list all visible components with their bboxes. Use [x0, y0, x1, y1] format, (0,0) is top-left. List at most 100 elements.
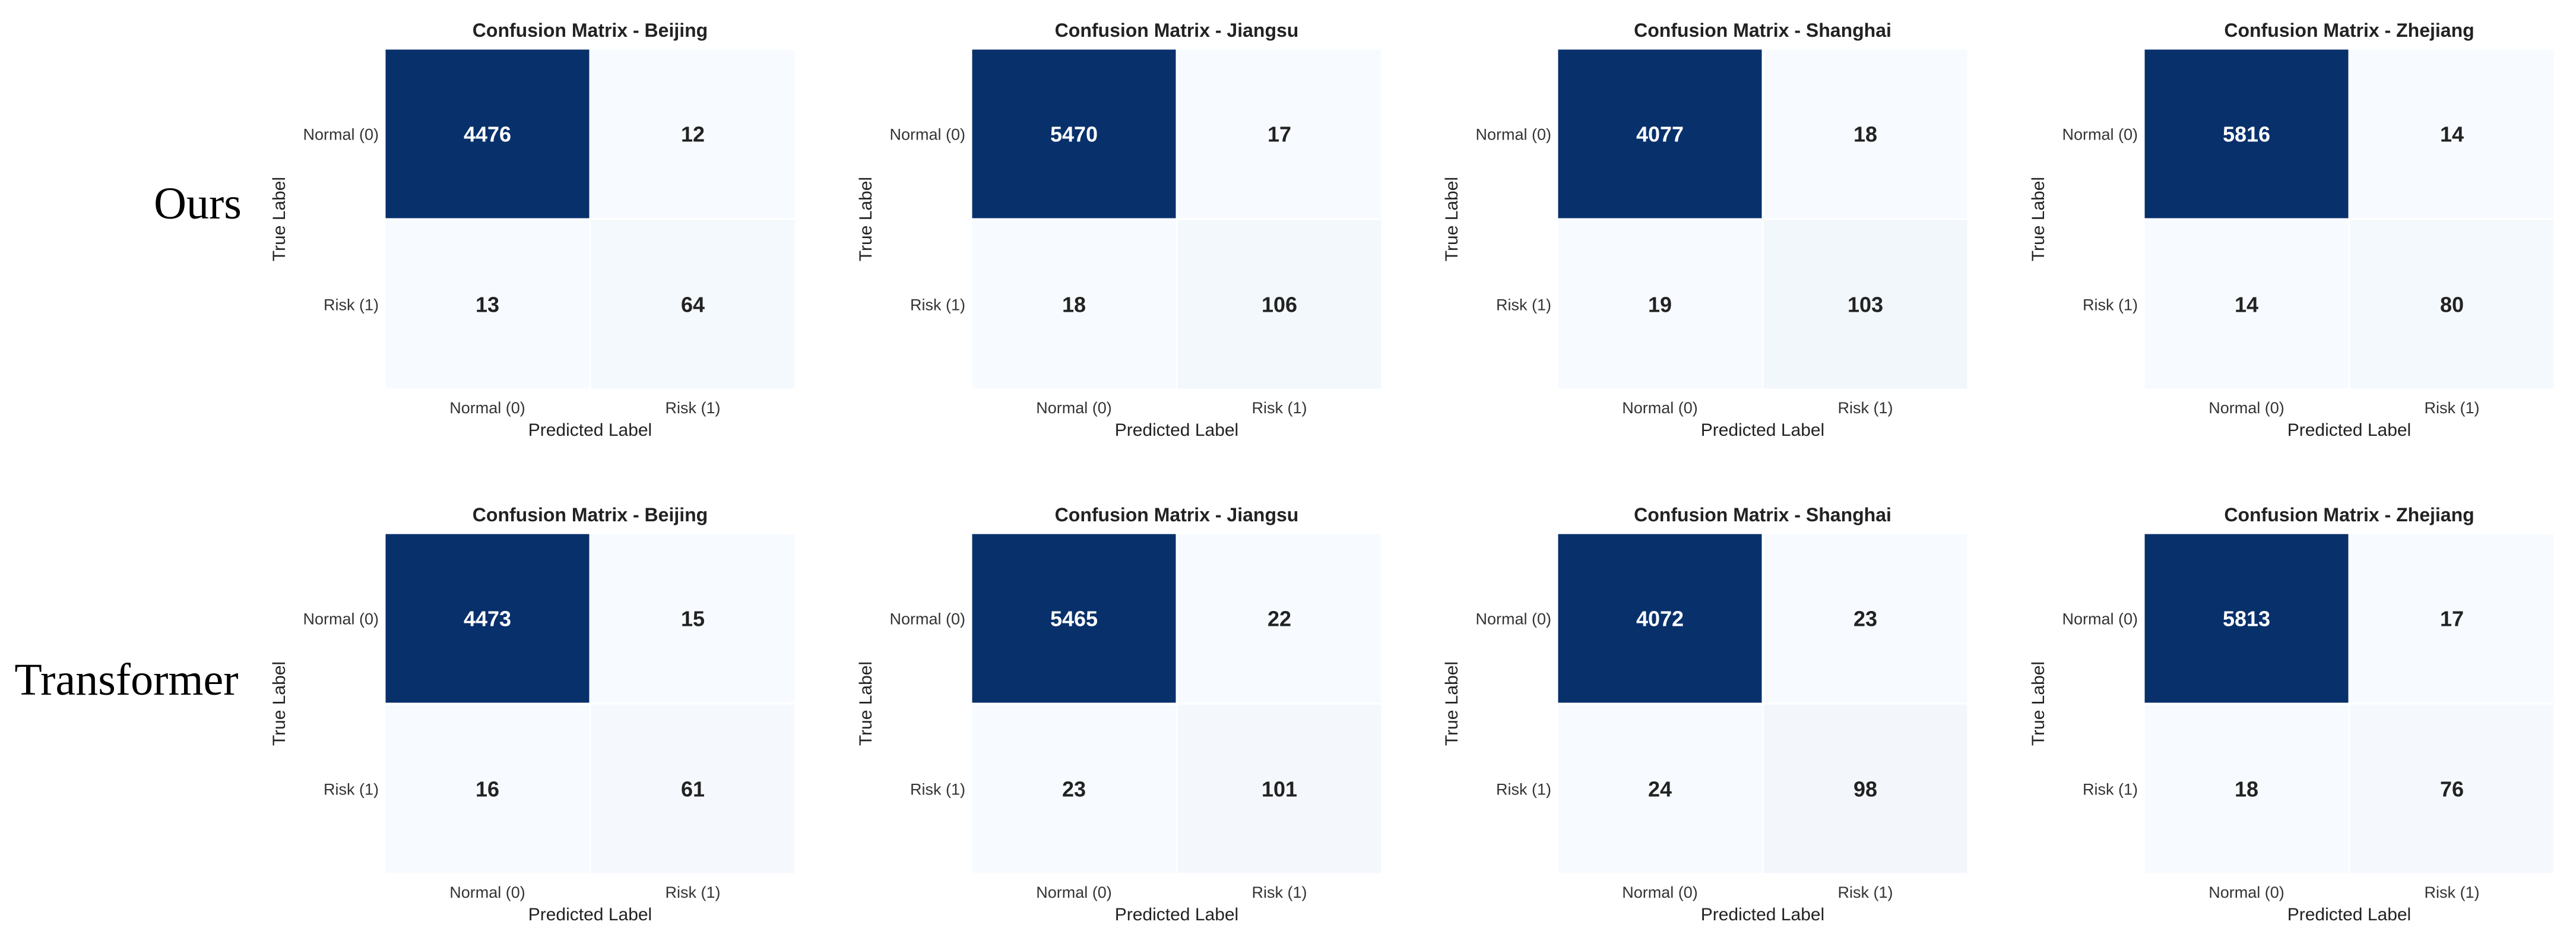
y-axis-label: True Label	[1442, 177, 1462, 261]
heatmap-cell	[970, 702, 1178, 875]
row-label-transformer: Transformer	[14, 655, 238, 705]
cell-value-label: 5470	[1050, 122, 1098, 147]
heatmap-cell	[2143, 48, 2350, 220]
y-axis-label: True Label	[270, 177, 289, 261]
cell-value-label: 64	[681, 293, 705, 317]
x-tick-label: Normal (0)	[1622, 399, 1698, 417]
heatmap-cell	[1556, 702, 1764, 875]
y-tick-label: Risk (1)	[1496, 296, 1551, 314]
heatmap-cell	[1761, 48, 1969, 220]
panel-title: Confusion Matrix - Jiangsu	[1055, 20, 1299, 41]
x-tick-label: Normal (0)	[1622, 884, 1698, 901]
heatmap-cell	[2143, 702, 2350, 875]
y-tick-label: Risk (1)	[324, 296, 379, 314]
cell-value-label: 98	[1853, 777, 1877, 802]
cell-value-label: 13	[476, 293, 499, 317]
x-tick-label: Risk (1)	[1838, 884, 1893, 901]
row-label-ours: Ours	[154, 179, 242, 229]
y-tick-label: Normal (0)	[303, 126, 379, 144]
heatmap-panel: Confusion Matrix - Beijing 4473 15 16 61 Norm…	[270, 504, 797, 924]
y-axis-label: True Label	[270, 661, 289, 746]
y-tick-label: Normal (0)	[889, 126, 965, 144]
heatmap-panels: Confusion Matrix - Beijing 4476 12 13 64 Norm…	[270, 20, 2556, 924]
cell-value-label: 76	[2440, 777, 2464, 802]
y-axis-label: True Label	[2029, 177, 2048, 261]
x-axis-label: Predicted Label	[2287, 420, 2411, 440]
x-tick-label: Risk (1)	[2425, 884, 2480, 901]
x-tick-label: Normal (0)	[449, 399, 525, 417]
heatmap-cell	[1556, 532, 1764, 705]
heatmap-panel: Confusion Matrix - Jiangsu 5470 17 18 106 Nor…	[856, 20, 1383, 440]
x-tick-label: Risk (1)	[1838, 399, 1893, 417]
cell-value-label: 14	[2440, 122, 2464, 147]
cell-value-label: 103	[1848, 293, 1883, 317]
cell-value-label: 106	[1262, 293, 1297, 317]
heatmap-panel: Confusion Matrix - Shanghai 4072 23 24 98 Nor…	[1442, 504, 1969, 924]
cell-value-label: 4072	[1636, 607, 1684, 631]
x-tick-label: Risk (1)	[1252, 399, 1307, 417]
panel-title: Confusion Matrix - Beijing	[473, 504, 708, 525]
x-tick-label: Normal (0)	[1036, 884, 1112, 901]
heatmap-cell	[2348, 48, 2556, 220]
cell-value-label: 4476	[464, 122, 511, 147]
heatmap-cell	[1761, 218, 1969, 391]
heatmap-cell	[2143, 218, 2350, 391]
heatmap-cell	[384, 532, 591, 705]
cell-value-label: 19	[1648, 293, 1672, 317]
panel-title: Confusion Matrix - Beijing	[473, 20, 708, 41]
heatmap-cell	[970, 532, 1178, 705]
heatmap-cell	[589, 218, 797, 391]
cell-value-label: 17	[2440, 607, 2464, 631]
heatmap-cell	[2348, 702, 2556, 875]
heatmap-cell	[1175, 532, 1383, 705]
heatmap-panel: Confusion Matrix - Jiangsu 5465 22 23 101 Nor…	[856, 504, 1383, 924]
heatmap-panel: Confusion Matrix - Beijing 4476 12 13 64 Norm…	[270, 20, 797, 440]
cell-value-label: 14	[2235, 293, 2258, 317]
heatmap-cell	[384, 702, 591, 875]
heatmap-cell	[589, 702, 797, 875]
x-tick-label: Normal (0)	[1036, 399, 1112, 417]
heatmap-cell	[1761, 702, 1969, 875]
heatmap-cell	[1175, 48, 1383, 220]
cell-value-label: 15	[681, 607, 705, 631]
heatmap-cell	[970, 218, 1178, 391]
cell-value-label: 4077	[1636, 122, 1684, 147]
x-axis-label: Predicted Label	[1115, 905, 1238, 924]
y-tick-label: Risk (1)	[324, 781, 379, 799]
panel-title: Confusion Matrix - Shanghai	[1634, 504, 1891, 525]
x-tick-label: Normal (0)	[2209, 399, 2285, 417]
x-axis-label: Predicted Label	[528, 905, 652, 924]
y-tick-label: Risk (1)	[910, 781, 965, 799]
x-axis-label: Predicted Label	[1701, 905, 1824, 924]
panel-title: Confusion Matrix - Jiangsu	[1055, 504, 1299, 525]
panel-title: Confusion Matrix - Shanghai	[1634, 20, 1891, 41]
x-axis-label: Predicted Label	[1115, 420, 1238, 440]
x-tick-label: Normal (0)	[449, 884, 525, 901]
cell-value-label: 4473	[464, 607, 511, 631]
y-tick-label: Normal (0)	[303, 610, 379, 628]
heatmap-cell	[970, 48, 1178, 220]
cell-value-label: 18	[2235, 777, 2258, 802]
y-tick-label: Normal (0)	[1475, 610, 1551, 628]
x-axis-label: Predicted Label	[2287, 905, 2411, 924]
y-tick-label: Risk (1)	[2083, 296, 2138, 314]
heatmap-panel: Confusion Matrix - Shanghai 4077 18 19 103 No…	[1442, 20, 1969, 440]
y-tick-label: Risk (1)	[2083, 781, 2138, 799]
heatmap-cell	[589, 532, 797, 705]
panel-title: Confusion Matrix - Zhejiang	[2224, 504, 2474, 525]
y-axis-label: True Label	[856, 661, 876, 746]
y-tick-label: Normal (0)	[2062, 126, 2138, 144]
heatmap-cell	[1175, 702, 1383, 875]
cell-value-label: 18	[1853, 122, 1877, 147]
panel-title: Confusion Matrix - Zhejiang	[2224, 20, 2474, 41]
heatmap-cell	[589, 48, 797, 220]
x-axis-label: Predicted Label	[528, 420, 652, 440]
x-tick-label: Normal (0)	[2209, 884, 2285, 901]
heatmap-cell	[1761, 532, 1969, 705]
heatmap-cell	[2143, 532, 2350, 705]
heatmap-panel: Confusion Matrix - Zhejiang 5813 17 18 76 Nor…	[2029, 504, 2556, 924]
x-tick-label: Risk (1)	[666, 399, 721, 417]
heatmap-cell	[2348, 218, 2556, 391]
y-tick-label: Normal (0)	[2062, 610, 2138, 628]
